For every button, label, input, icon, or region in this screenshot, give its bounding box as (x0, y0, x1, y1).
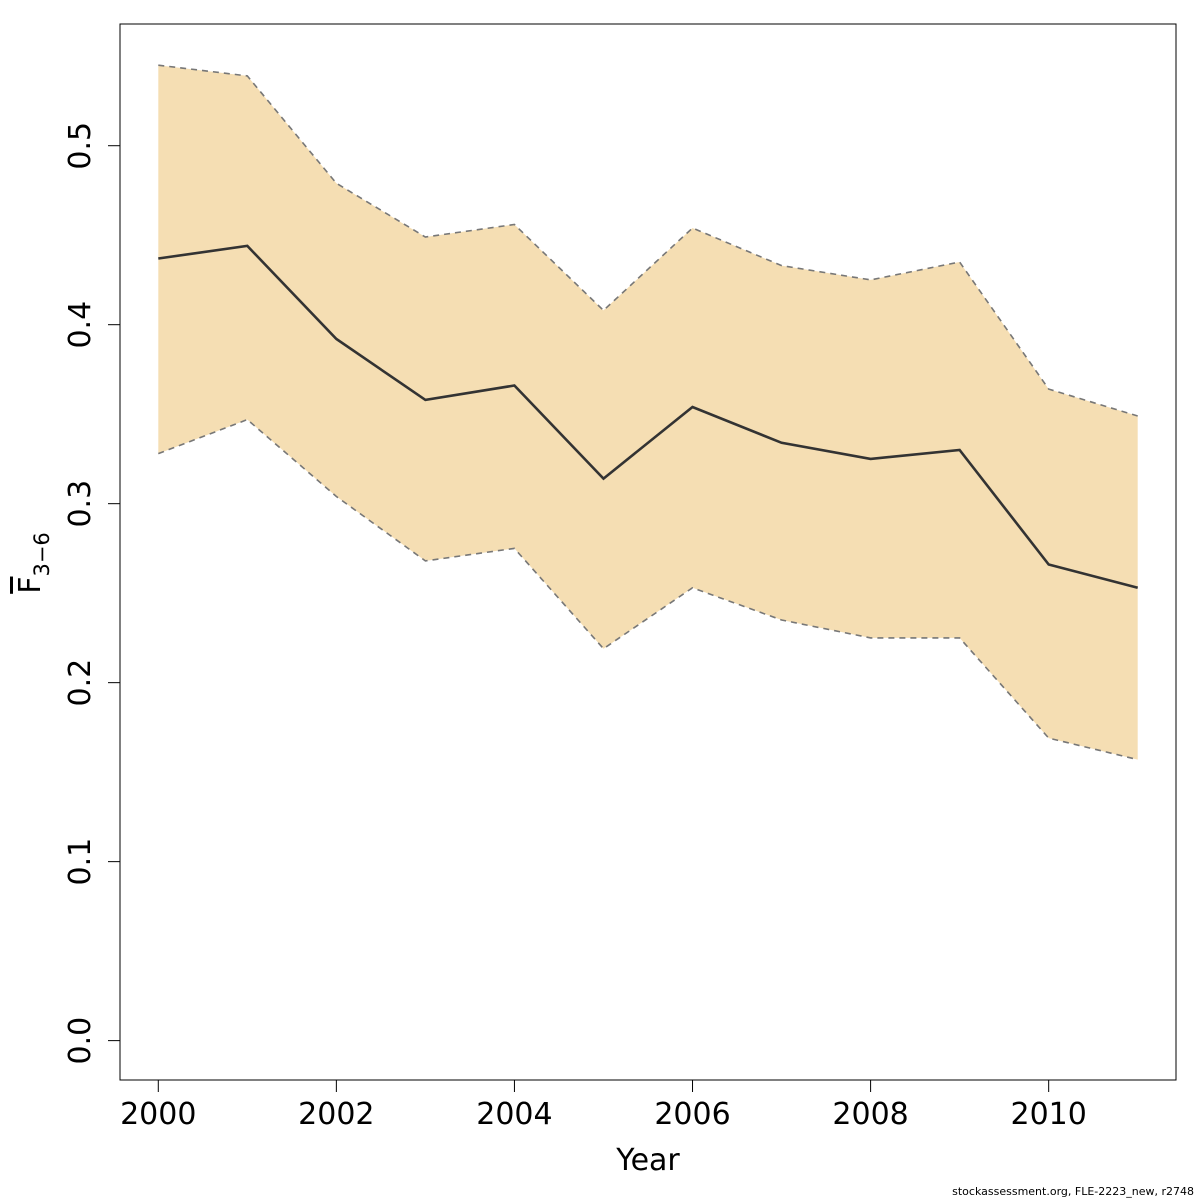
upper-bound-line (158, 64, 1138, 417)
lower-bound-line (158, 418, 1138, 761)
x-axis: 2000 2002 2004 2006 2008 2010 (120, 1079, 1138, 1132)
y-axis: 0.0 0.1 0.2 0.3 0.4 0.5 (63, 122, 121, 1065)
footer-note: stockassessment.org, FLE-2223_new, r2748 (952, 1185, 1194, 1198)
y-tick-label-0.1: 0.1 (63, 838, 98, 886)
y-axis-title-main: F (13, 577, 48, 594)
y-tick-label-0.2: 0.2 (63, 659, 98, 707)
confidence-band (158, 65, 1138, 760)
x-tick-label-2000: 2000 (120, 1097, 196, 1132)
y-tick-label-0.4: 0.4 (63, 301, 98, 349)
y-tick-label-0.3: 0.3 (63, 480, 98, 528)
y-tick-label-0.5: 0.5 (63, 122, 98, 170)
y-tick-label-0.0: 0.0 (63, 1017, 98, 1065)
x-axis-title: Year (615, 1143, 680, 1178)
x-tick-label-2008: 2008 (832, 1097, 908, 1132)
x-tick-label-2002: 2002 (298, 1097, 374, 1132)
x-tick-label-2004: 2004 (476, 1097, 552, 1132)
y-axis-title-sub: 3−6 (30, 532, 54, 576)
x-tick-label-2006: 2006 (654, 1097, 730, 1132)
estimate-line (158, 244, 1139, 590)
y-axis-title: F3−6 (13, 532, 54, 594)
x-tick-label-2010: 2010 (1010, 1097, 1086, 1132)
